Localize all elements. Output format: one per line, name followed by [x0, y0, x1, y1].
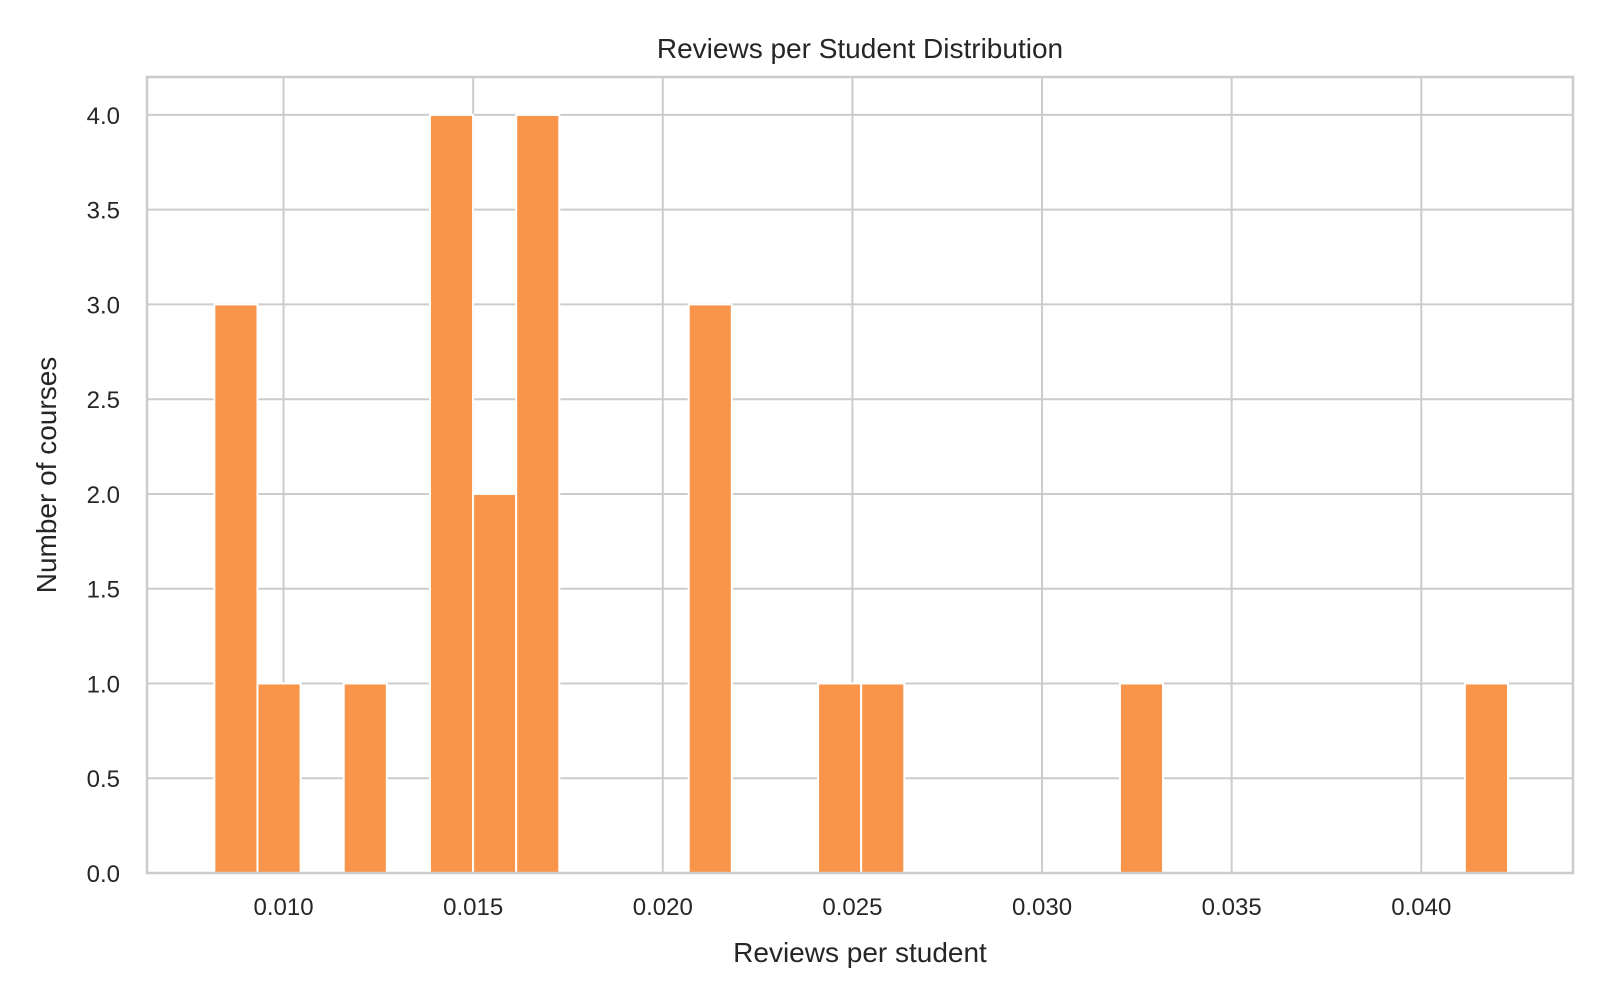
y-tick-label: 1.0 [87, 671, 120, 698]
chart-title: Reviews per Student Distribution [657, 33, 1063, 64]
histogram-bars [213, 113, 1509, 874]
y-axis-label: Number of courses [31, 357, 62, 594]
histogram-bar [1118, 682, 1165, 874]
histogram-bar [342, 682, 388, 874]
y-axis-ticks: 0.0 0.5 1.0 1.5 2.0 2.5 3.0 3.5 4.0 [87, 103, 120, 888]
x-tick-label: 0.015 [443, 894, 503, 921]
y-tick-label: 1.5 [87, 577, 120, 604]
y-tick-label: 2.0 [87, 482, 120, 509]
x-axis-ticks: 0.010 0.015 0.020 0.025 0.030 0.035 0.040 [254, 894, 1452, 921]
y-tick-label: 3.5 [87, 198, 120, 225]
histogram-bar [256, 682, 302, 874]
y-tick-label: 4.0 [87, 103, 120, 130]
histogram-bar [687, 303, 733, 874]
x-tick-label: 0.030 [1012, 894, 1072, 921]
x-tick-label: 0.020 [633, 894, 693, 921]
histogram-bar [472, 492, 518, 874]
histogram-bar [213, 303, 259, 874]
x-tick-label: 0.035 [1202, 894, 1262, 921]
histogram-bar [817, 682, 863, 874]
x-axis-label: Reviews per student [733, 937, 987, 968]
histogram-bar [515, 113, 561, 874]
axes-frame [145, 75, 1575, 875]
y-tick-label: 0.0 [87, 861, 120, 888]
x-tick-label: 0.025 [822, 894, 882, 921]
y-tick-label: 3.0 [87, 292, 120, 319]
grid-lines [147, 77, 1573, 874]
axes-spine [145, 75, 1575, 875]
y-tick-label: 0.5 [87, 766, 120, 793]
histogram-bar [428, 113, 475, 874]
histogram-bar [1463, 682, 1509, 874]
histogram-bar [860, 682, 906, 874]
x-tick-label: 0.010 [254, 894, 314, 921]
y-tick-label: 2.5 [87, 387, 120, 414]
x-tick-label: 0.040 [1391, 894, 1451, 921]
